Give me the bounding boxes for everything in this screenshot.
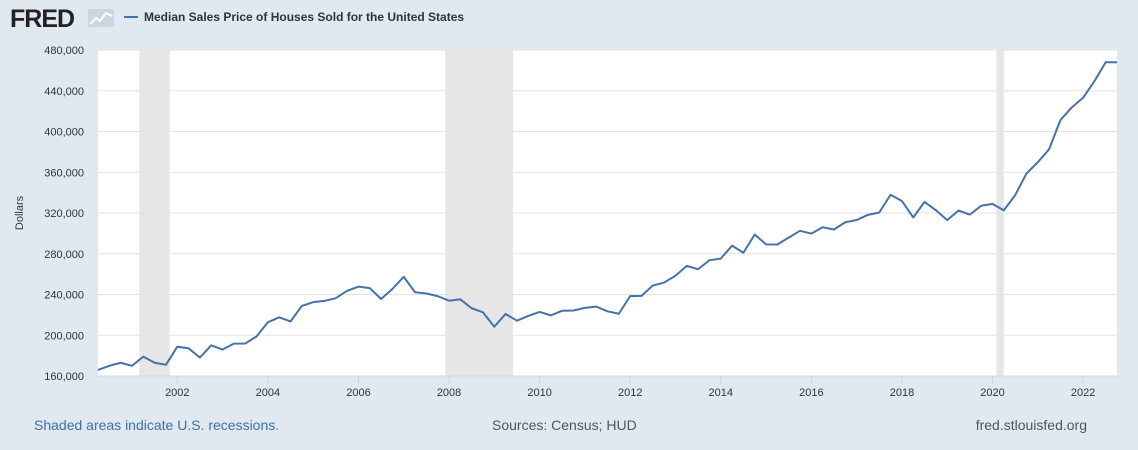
x-tick-label: 2016 (799, 387, 823, 399)
x-tick-label: 2002 (165, 387, 189, 399)
y-tick-label: 200,000 (44, 330, 84, 342)
x-tick-label: 2022 (1071, 387, 1095, 399)
y-tick-label: 160,000 (44, 371, 84, 383)
recession-note-link[interactable]: Shaded areas indicate U.S. recessions. (34, 417, 280, 433)
y-tick-label: 320,000 (44, 208, 84, 220)
chart-title: Median Sales Price of Houses Sold for th… (144, 10, 465, 24)
x-tick-label: 2012 (618, 387, 642, 399)
sources-text: Sources: Census; HUD (492, 417, 637, 433)
x-tick-label: 2020 (980, 387, 1004, 399)
x-tick-label: 2010 (527, 387, 551, 399)
chart-legend[interactable]: Median Sales Price of Houses Sold for th… (124, 10, 464, 24)
x-tick-label: 2018 (890, 387, 914, 399)
y-tick-label: 400,000 (44, 127, 84, 139)
x-tick-label: 2014 (709, 387, 733, 399)
y-axis-label: Dollars (14, 195, 26, 230)
fred-graph-icon (88, 9, 114, 27)
y-tick-label: 240,000 (44, 290, 84, 302)
x-tick-label: 2008 (437, 387, 461, 399)
site-url[interactable]: fred.stlouisfed.org (975, 417, 1087, 433)
series-line[interactable] (97, 61, 1118, 371)
fred-logo[interactable]: FRED (10, 5, 75, 33)
y-tick-label: 360,000 (44, 167, 84, 179)
y-tick-label: 480,000 (44, 45, 84, 57)
legend-swatch (124, 16, 138, 18)
x-tick-label: 2006 (346, 387, 370, 399)
y-tick-label: 440,000 (44, 86, 84, 98)
line-chart: 160,000 200,000 240,000 280,000 320,000 360,0… (14, 45, 1118, 399)
y-tick-label: 280,000 (44, 249, 84, 261)
x-tick-label: 2004 (256, 387, 280, 399)
